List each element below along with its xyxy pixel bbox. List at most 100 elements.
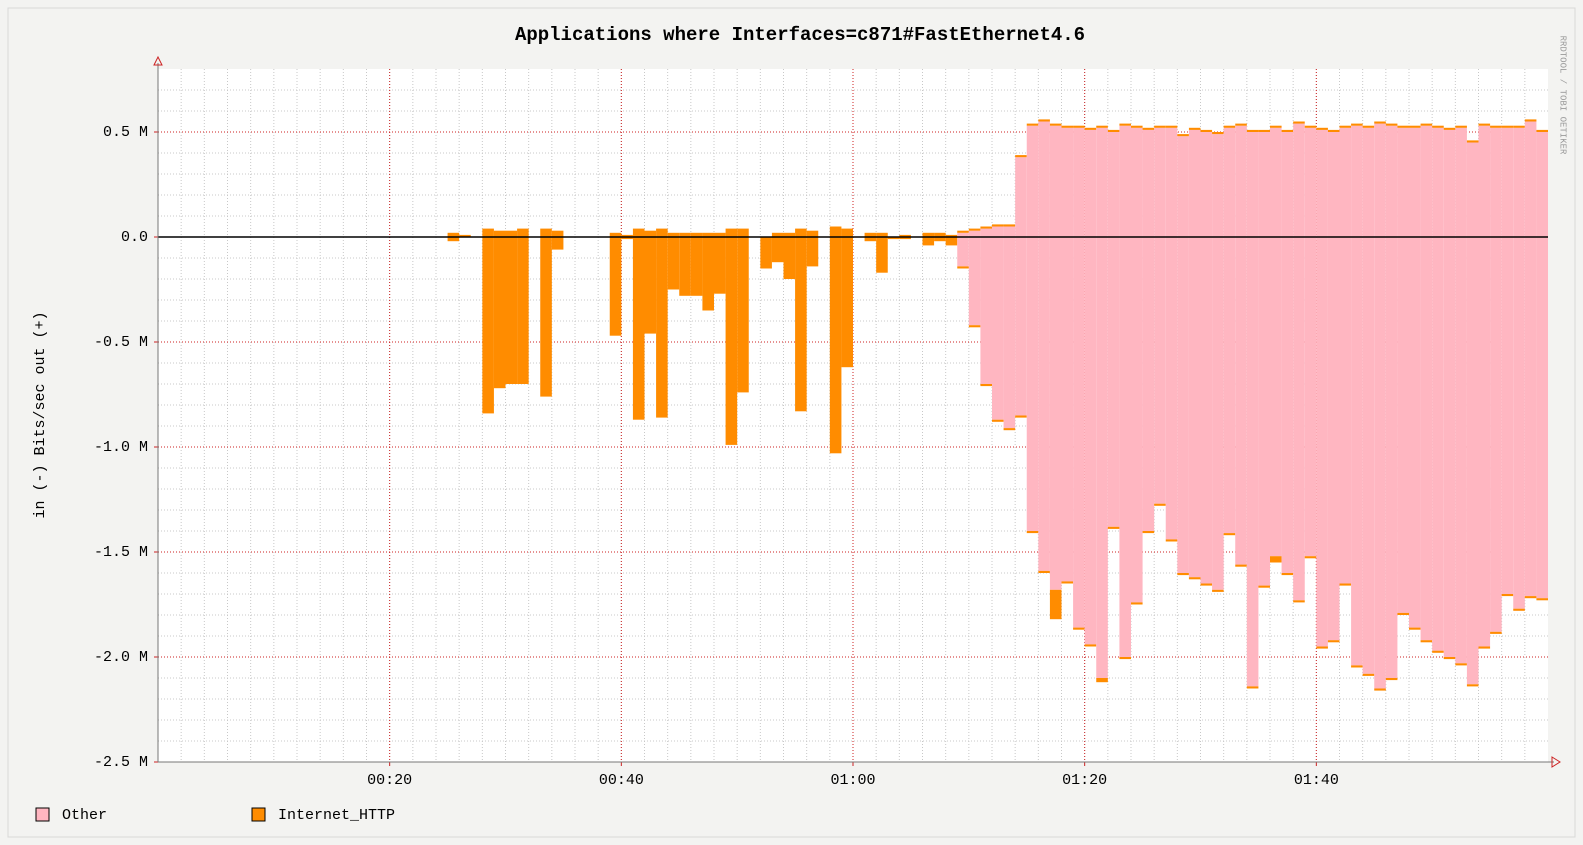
x-tick-label: 00:40 bbox=[599, 772, 644, 789]
bar bbox=[1200, 132, 1213, 237]
bar bbox=[1131, 127, 1143, 237]
bar bbox=[1432, 650, 1444, 653]
bar bbox=[1270, 127, 1282, 237]
bar bbox=[493, 230, 506, 237]
bar bbox=[992, 419, 1004, 422]
bar bbox=[621, 237, 633, 240]
bar bbox=[621, 234, 633, 237]
bar bbox=[1165, 127, 1178, 237]
bar bbox=[714, 237, 726, 294]
bar bbox=[864, 232, 877, 237]
bar bbox=[1513, 237, 1525, 609]
bar bbox=[632, 237, 645, 420]
bar bbox=[1096, 237, 1108, 678]
bar bbox=[1096, 125, 1108, 128]
bar bbox=[1397, 127, 1409, 237]
legend-label: Internet_HTTP bbox=[278, 807, 395, 824]
bar bbox=[1212, 134, 1224, 237]
bar bbox=[1107, 132, 1120, 237]
bar bbox=[1409, 127, 1421, 237]
bar bbox=[1015, 415, 1027, 418]
bar bbox=[1524, 237, 1537, 597]
bar bbox=[1536, 237, 1548, 599]
bar bbox=[771, 237, 784, 263]
bar bbox=[1235, 125, 1247, 237]
bar bbox=[1142, 127, 1155, 130]
bar bbox=[771, 232, 784, 237]
bar bbox=[841, 237, 853, 368]
bar bbox=[551, 237, 564, 250]
bar bbox=[1038, 570, 1050, 573]
bar bbox=[1073, 627, 1085, 630]
bar bbox=[1154, 503, 1166, 506]
bar bbox=[1455, 237, 1467, 664]
bar bbox=[760, 237, 772, 269]
bar bbox=[1385, 123, 1398, 126]
bar bbox=[1455, 663, 1467, 666]
bar bbox=[482, 228, 494, 237]
bar bbox=[1339, 583, 1352, 586]
bar bbox=[1061, 127, 1074, 237]
bar bbox=[1374, 123, 1386, 237]
bar bbox=[1362, 237, 1375, 674]
bar bbox=[1490, 125, 1502, 128]
bar bbox=[1327, 132, 1340, 237]
bar bbox=[1026, 237, 1039, 531]
bar bbox=[1131, 125, 1143, 128]
bar bbox=[1096, 127, 1108, 237]
bar bbox=[1200, 129, 1213, 132]
bar bbox=[1281, 132, 1294, 237]
bar bbox=[1432, 237, 1444, 651]
y-tick-label: -1.0 M bbox=[94, 439, 148, 456]
bar bbox=[690, 237, 703, 296]
bar bbox=[1443, 129, 1456, 237]
bar bbox=[1049, 589, 1062, 620]
bar bbox=[1362, 127, 1375, 237]
bar bbox=[1409, 237, 1421, 628]
y-tick-label: 0.0 bbox=[121, 229, 148, 246]
bar bbox=[957, 230, 969, 233]
bar bbox=[1490, 127, 1502, 237]
frame bbox=[7, 7, 1576, 838]
legend-swatch bbox=[35, 807, 50, 822]
bar bbox=[1015, 157, 1027, 237]
bar bbox=[1223, 533, 1236, 536]
bar bbox=[517, 237, 529, 384]
bar bbox=[1026, 125, 1039, 237]
bar bbox=[957, 266, 969, 269]
bar bbox=[1339, 127, 1352, 237]
bar bbox=[1536, 598, 1548, 601]
bar bbox=[968, 228, 981, 231]
bar bbox=[1513, 608, 1525, 611]
x-tick-label: 01:20 bbox=[1062, 772, 1107, 789]
bar bbox=[1200, 583, 1213, 586]
bar bbox=[1385, 125, 1398, 237]
bar bbox=[1420, 125, 1433, 237]
bar bbox=[1038, 121, 1050, 237]
bar bbox=[482, 237, 494, 414]
bar bbox=[887, 237, 900, 240]
x-tick-label: 00:20 bbox=[367, 772, 412, 789]
bar bbox=[1107, 129, 1120, 132]
bar bbox=[1466, 237, 1479, 685]
bar bbox=[1073, 125, 1085, 128]
bar bbox=[1478, 237, 1491, 647]
bar bbox=[968, 230, 981, 237]
bar bbox=[1061, 581, 1074, 584]
bar bbox=[656, 237, 668, 418]
bar bbox=[1119, 123, 1131, 126]
bar bbox=[1154, 125, 1166, 128]
bar bbox=[1397, 237, 1409, 613]
bar bbox=[493, 237, 506, 389]
bar bbox=[934, 237, 946, 242]
x-tick-label: 01:00 bbox=[830, 772, 875, 789]
bar bbox=[992, 237, 1004, 420]
bar bbox=[1084, 127, 1097, 130]
bar bbox=[690, 232, 703, 237]
bar bbox=[632, 228, 645, 237]
bar bbox=[1327, 237, 1340, 641]
y-tick-label: -1.5 M bbox=[94, 544, 148, 561]
bar bbox=[980, 237, 992, 384]
bar bbox=[806, 237, 819, 267]
bar bbox=[1154, 127, 1166, 237]
